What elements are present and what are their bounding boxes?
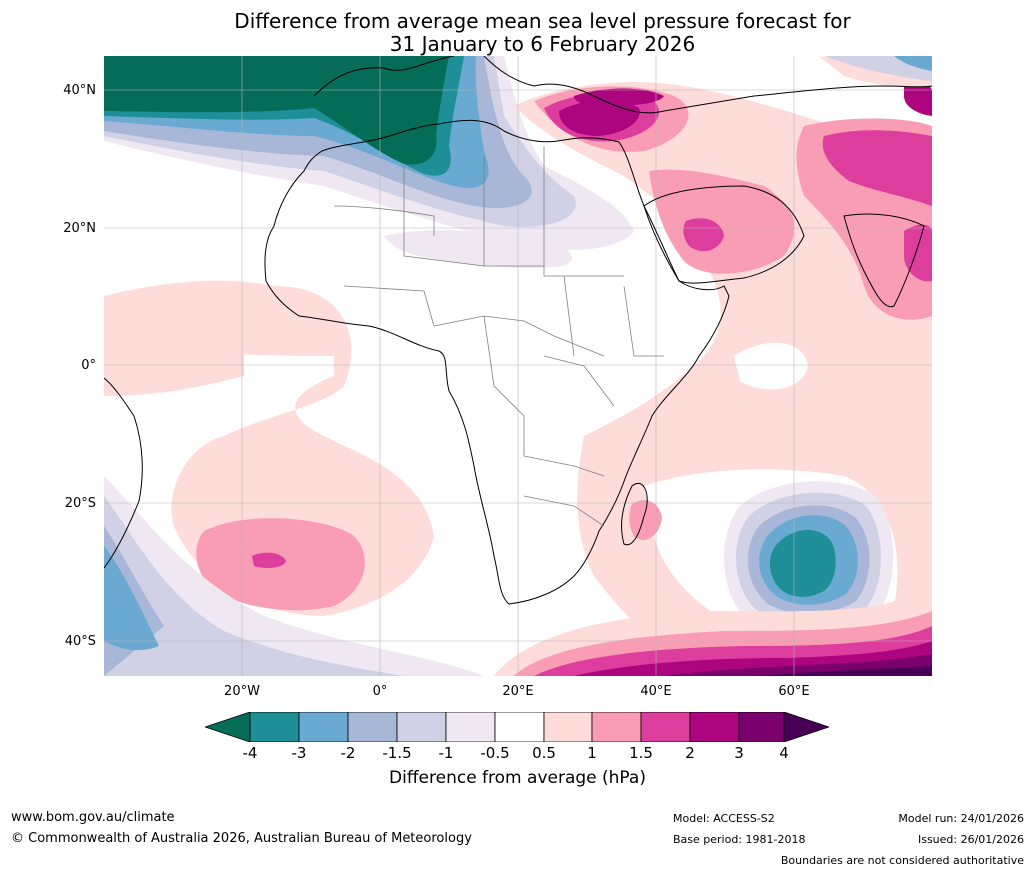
colorbar-under-arrow — [205, 712, 251, 742]
colorbar-segment — [445, 712, 496, 742]
footer-website[interactable]: www.bom.gov.au/climate — [11, 810, 175, 825]
colorbar-tick-label: 1 — [587, 744, 597, 762]
colorbar-tick-label: -1.5 — [382, 744, 412, 762]
lat-label-0: 0° — [81, 358, 96, 373]
lat-label-40s: 40°S — [64, 634, 96, 649]
contour-fill-neg-2 — [104, 546, 159, 651]
lon-label-60e: 60°E — [778, 684, 810, 699]
map-title-line-2: 31 January to 6 February 2026 — [389, 32, 696, 56]
colorbar-tick-label: 2 — [685, 744, 695, 762]
coastlines — [104, 56, 932, 605]
contour-fill-pos-1.5 — [683, 218, 724, 252]
lat-label-20n: 20°N — [63, 221, 96, 236]
lon-label-20e: 20°E — [502, 684, 534, 699]
contour-fill-pos-4 — [754, 666, 932, 676]
contour-fill-pos-2 — [574, 88, 664, 106]
lon-label-40e: 40°E — [640, 684, 672, 699]
colorbar-tick-label: 1.5 — [629, 744, 653, 762]
colorbar-segment — [494, 712, 545, 742]
colorbar-segment — [689, 712, 740, 742]
footer-model-run: Model run: 24/01/2026 — [898, 812, 1024, 825]
colorbar-segment — [347, 712, 398, 742]
contour-fill-pos-0.5 — [104, 280, 434, 616]
contour-fill-neg-3 — [769, 529, 836, 597]
colorbar-tick-label: -2 — [340, 744, 356, 762]
pressure-anomaly-map — [104, 56, 932, 676]
colorbar-segment — [298, 712, 349, 742]
coastline-madagascar — [621, 483, 648, 546]
colorbar-tick-label: -1 — [438, 744, 454, 762]
coastline-europe — [313, 56, 932, 114]
coastline-india — [843, 213, 925, 308]
map-title-line-1: Difference from average mean sea level p… — [234, 9, 851, 33]
colorbar-legend — [205, 712, 829, 742]
colorbar-segment — [591, 712, 642, 742]
contour-fill-near-zero — [734, 342, 808, 390]
contour-fill-pos-1.5 — [252, 552, 286, 569]
colorbar-tick-label: 0.5 — [532, 744, 556, 762]
footer-model: Model: ACCESS-S2 — [673, 812, 775, 825]
footer-copyright: © Commonwealth of Australia 2026, Austra… — [11, 831, 472, 846]
lon-label-0: 0° — [372, 684, 388, 699]
colorbar-tick-label: -3 — [291, 744, 307, 762]
coastline-arabia — [643, 185, 805, 284]
colorbar-label: Difference from average (hPa) — [389, 768, 646, 788]
colorbar-over-arrow — [783, 712, 829, 742]
coastline-africa — [264, 119, 730, 605]
contour-fill-pos-1.5 — [822, 130, 932, 206]
contour-fill-pos-0.5 — [104, 301, 244, 396]
colorbar-tick-label: 3 — [734, 744, 744, 762]
contour-fill-neg-4 — [104, 56, 449, 165]
colorbar-tick-label: -4 — [242, 744, 258, 762]
colorbar-segment — [738, 712, 785, 742]
colorbar-segment — [396, 712, 447, 742]
graticule — [104, 56, 932, 676]
colorbar-segment — [640, 712, 691, 742]
footer-base-period: Base period: 1981-2018 — [673, 833, 806, 846]
country-boundaries — [333, 146, 664, 527]
contour-fill-pos-2 — [904, 83, 932, 116]
footer-issued: Issued: 26/01/2026 — [917, 833, 1024, 846]
colorbar-segment — [249, 712, 300, 742]
colorbar-segment — [543, 712, 593, 742]
lat-label-40n: 40°N — [63, 83, 96, 98]
coastline-south-america — [104, 377, 143, 569]
map-canvas — [104, 56, 932, 676]
footer-disclaimer: Boundaries are not considered authoritat… — [780, 854, 1024, 867]
contour-fill-pos-2 — [559, 100, 640, 136]
colorbar-tick-label: 4 — [779, 744, 789, 762]
lon-label-20w: 20°W — [224, 684, 260, 699]
contour-fill-pos-1 — [649, 169, 795, 274]
lat-label-20s: 20°S — [64, 496, 96, 511]
contour-fill-neg-1 — [104, 496, 404, 676]
contour-fill-pos-1 — [629, 500, 662, 540]
colorbar-tick-label: -0.5 — [480, 744, 510, 762]
contour-fill-neg-0.5 — [384, 230, 573, 269]
contour-fill-neg-2 — [894, 56, 932, 71]
